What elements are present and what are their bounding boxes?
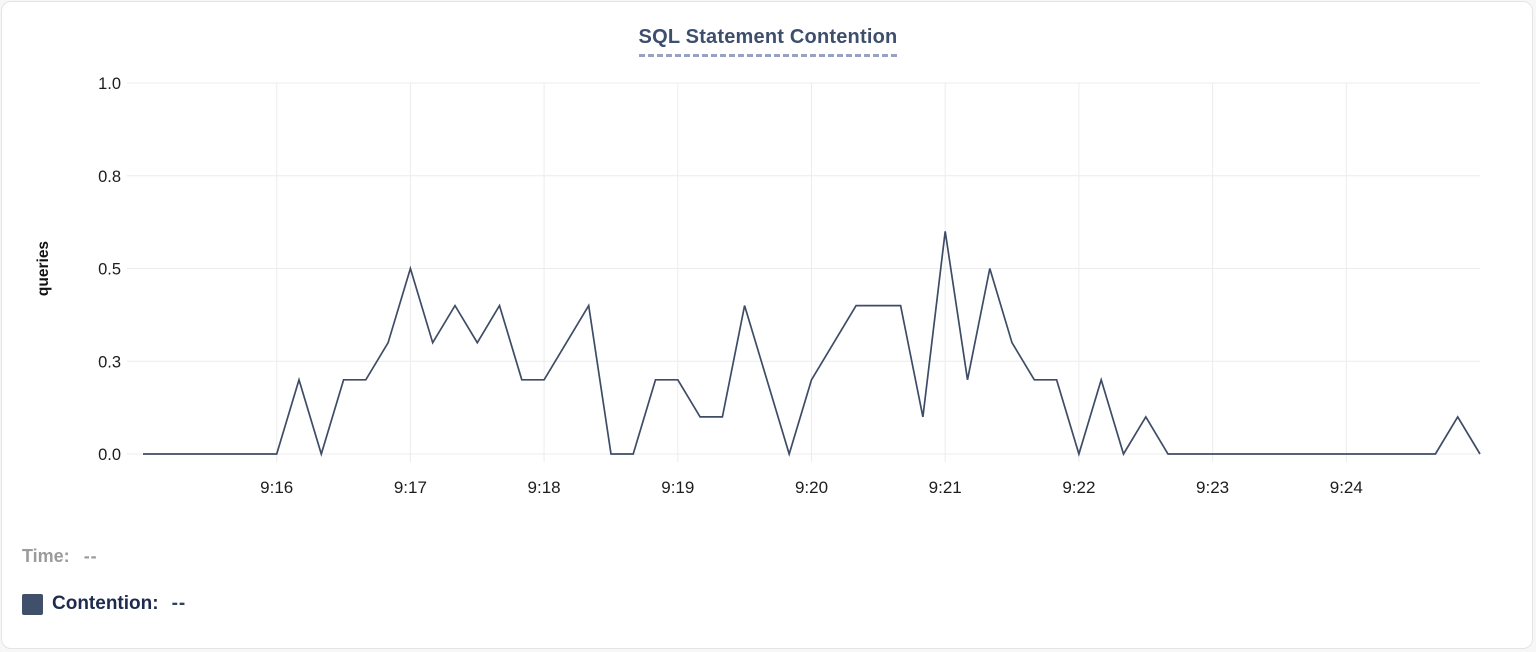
- y-axis-label: queries: [35, 241, 52, 296]
- x-tick-label: 9:24: [1330, 478, 1363, 497]
- y-tick-label: 1.0: [98, 75, 121, 93]
- y-tick-label: 0.8: [98, 168, 121, 186]
- legend-time-row: Time: --: [22, 543, 186, 569]
- legend-contention-row: Contention: --: [22, 591, 186, 617]
- x-tick-label: 9:16: [260, 478, 293, 497]
- time-label: Time:: [22, 545, 70, 566]
- contention-series-line[interactable]: [143, 231, 1481, 457]
- contention-value: --: [171, 593, 187, 614]
- hover-legend: Time: -- Contention: --: [22, 543, 186, 639]
- x-tick-label: 9:18: [528, 478, 561, 497]
- chart-title[interactable]: SQL Statement Contention: [638, 26, 898, 57]
- x-tick-label: 9:21: [929, 478, 962, 497]
- y-tick-label: 0.3: [98, 353, 121, 371]
- time-value: --: [83, 545, 98, 566]
- contention-series-swatch: [22, 593, 43, 615]
- x-tick-label: 9:22: [1062, 478, 1095, 497]
- chart-header: SQL Statement Contention: [0, 26, 1536, 57]
- x-tick-label: 9:17: [394, 478, 427, 497]
- x-tick-label: 9:19: [661, 478, 694, 497]
- contention-label: Contention:: [52, 593, 159, 614]
- x-tick-label: 9:20: [795, 478, 828, 497]
- x-tick-label: 9:23: [1196, 478, 1229, 497]
- y-tick-label: 0.5: [98, 261, 121, 279]
- y-tick-label: 0.0: [98, 446, 121, 464]
